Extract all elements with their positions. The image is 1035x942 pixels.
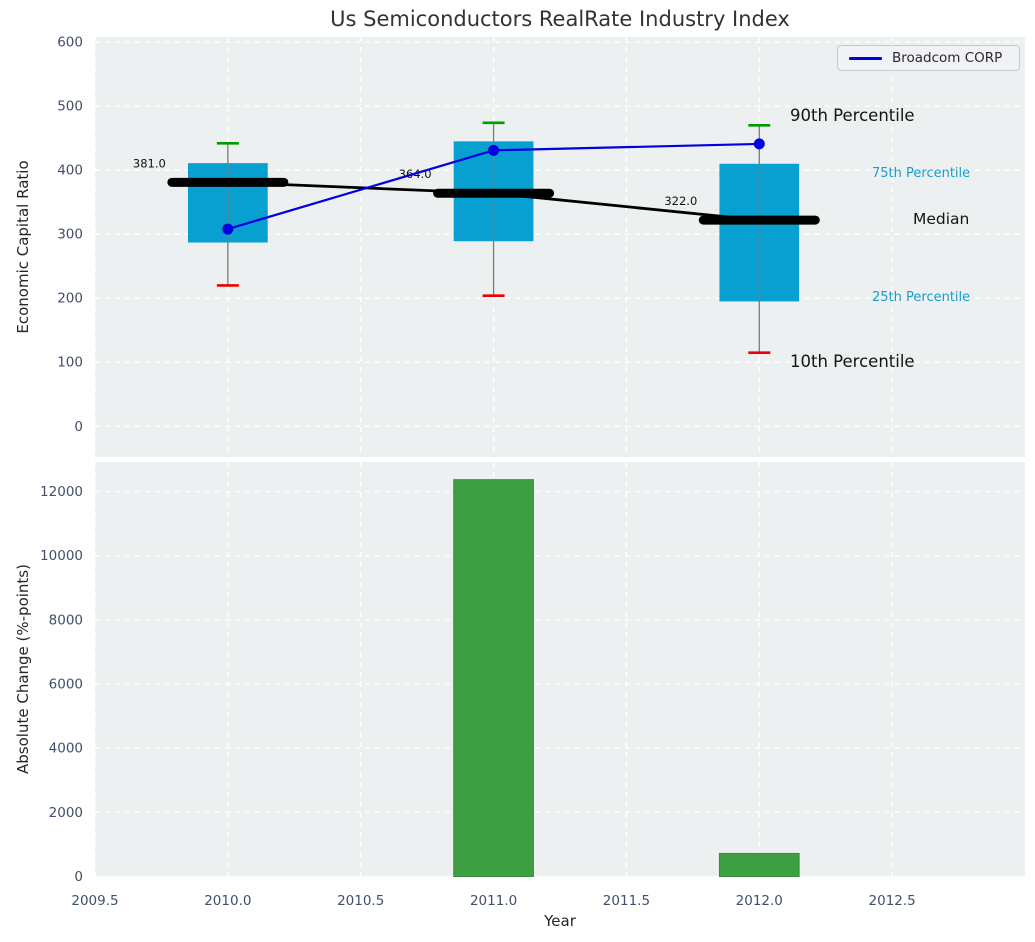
- bottom-plot-background: [95, 462, 1025, 877]
- ytick-bottom-2000: 2000: [49, 805, 83, 821]
- change-bars: [453, 479, 800, 878]
- ytick-top-400: 400: [57, 163, 83, 179]
- xtick-2012.0: 2012.0: [736, 893, 783, 909]
- xtick-2010.5: 2010.5: [337, 893, 384, 909]
- series-marker-2011: [488, 144, 500, 156]
- xtick-2011.5: 2011.5: [603, 893, 650, 909]
- ytick-bottom-8000: 8000: [49, 612, 83, 628]
- top-plot-background: [95, 37, 1025, 457]
- xtick-2011.0: 2011.0: [470, 893, 517, 909]
- ytick-bottom-12000: 12000: [40, 484, 83, 500]
- annotation-median: Median: [913, 210, 969, 228]
- legend: Broadcom CORP: [837, 45, 1020, 71]
- ytick-bottom-6000: 6000: [49, 677, 83, 693]
- bar-2011: [453, 479, 534, 877]
- ytick-top-600: 600: [57, 35, 83, 51]
- percentile-annotations: 90th Percentile 75th Percentile Median 25th…: [790, 106, 970, 371]
- xtick-2009.5: 2009.5: [71, 893, 118, 909]
- ytick-bottom-0: 0: [74, 869, 83, 885]
- ytick-top-0: 0: [74, 419, 83, 435]
- annotation-25th-percentile: 25th Percentile: [872, 290, 970, 305]
- annotation-10th-percentile: 10th Percentile: [790, 352, 915, 371]
- ytick-bottom-10000: 10000: [40, 548, 83, 564]
- bottom-plot-grid: [94, 462, 1025, 878]
- legend-label: Broadcom CORP: [892, 50, 1003, 66]
- ytick-top-200: 200: [57, 291, 83, 307]
- median-value-2012: 322.0: [664, 194, 697, 208]
- x-axis-label: Year: [544, 912, 576, 930]
- ytick-top-500: 500: [57, 99, 83, 115]
- tick-labels: 0100200300400500600020004000600080001000…: [40, 35, 916, 909]
- xtick-2012.5: 2012.5: [869, 893, 916, 909]
- series-marker-2012: [753, 138, 765, 150]
- ytick-bottom-4000: 4000: [49, 741, 83, 757]
- ytick-top-300: 300: [57, 227, 83, 243]
- series-broadcom-corp: [222, 138, 765, 235]
- median-value-2010: 381.0: [133, 156, 166, 170]
- annotation-75th-percentile: 75th Percentile: [872, 166, 970, 181]
- ytick-top-100: 100: [57, 355, 83, 371]
- chart-title: Us Semiconductors RealRate Industry Inde…: [330, 7, 790, 31]
- y-axis-label-top: Economic Capital Ratio: [14, 160, 32, 334]
- xtick-2010.0: 2010.0: [204, 893, 251, 909]
- series-marker-2010: [222, 223, 234, 235]
- legend-line-swatch: [849, 56, 882, 60]
- bar-2012: [718, 852, 800, 878]
- annotation-90th-percentile: 90th Percentile: [790, 106, 915, 125]
- y-axis-label-bottom: Absolute Change (%-points): [14, 564, 32, 774]
